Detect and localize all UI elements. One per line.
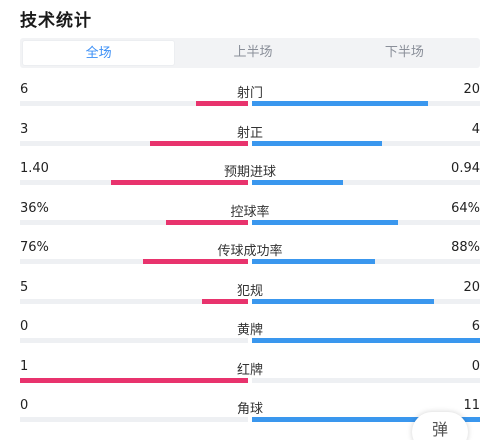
home-bar xyxy=(111,180,248,185)
away-value: 11 xyxy=(463,398,480,413)
stat-label: 预期进球 xyxy=(223,165,276,180)
away-bar xyxy=(252,219,398,225)
stats-list: 6 射门 20 3 射正 4 1.40 预期进球 0.94 36% 控球率 64… xyxy=(0,78,500,434)
stat-row-pass-accuracy: 76% 传球成功率 88% xyxy=(0,236,500,276)
home-value: 6 xyxy=(20,82,29,97)
stat-row-expected-goals: 1.40 预期进球 0.94 xyxy=(0,157,500,197)
away-value: 0 xyxy=(471,358,480,374)
home-value: 5 xyxy=(20,279,29,295)
away-bar-track xyxy=(252,140,480,146)
tab-first-half[interactable]: 上半场 xyxy=(233,45,273,60)
away-bar xyxy=(252,338,480,343)
away-bar-track xyxy=(252,338,480,343)
home-value: 1.40 xyxy=(20,161,49,176)
home-value: 0 xyxy=(20,398,29,413)
home-bar-track xyxy=(20,219,248,225)
home-bar xyxy=(202,298,248,304)
home-value: 0 xyxy=(20,319,29,334)
away-bar xyxy=(252,259,376,264)
tab-full-match[interactable]: 全场 xyxy=(22,40,176,66)
away-bar-track xyxy=(252,101,480,106)
away-bar-track xyxy=(252,417,480,422)
stat-row-fouls: 5 犯规 20 xyxy=(0,276,500,316)
home-bar-track xyxy=(20,338,248,343)
stat-label: 射门 xyxy=(236,86,263,101)
home-bar xyxy=(195,101,248,106)
page-title: 技术统计 xyxy=(20,11,92,31)
home-bar xyxy=(143,259,248,264)
period-tabs: 全场 上半场 下半场 xyxy=(20,38,480,68)
stat-row-red-cards: 1 红牌 0 xyxy=(0,355,500,395)
away-bar-track xyxy=(252,298,480,304)
bullet-comment-button[interactable]: 弹 xyxy=(412,412,468,440)
away-value: 0.94 xyxy=(451,161,480,176)
stat-label: 犯规 xyxy=(236,283,263,299)
home-bar xyxy=(165,219,248,225)
away-bar-track xyxy=(252,377,480,383)
home-value: 1 xyxy=(20,358,29,374)
away-bar xyxy=(252,417,480,422)
home-value: 3 xyxy=(20,121,29,137)
stat-row-possession: 36% 控球率 64% xyxy=(0,197,500,237)
stat-label: 角球 xyxy=(236,402,263,417)
away-value: 20 xyxy=(463,279,480,295)
away-value: 88% xyxy=(451,240,480,255)
home-bar xyxy=(149,140,248,146)
stat-label: 红牌 xyxy=(236,362,263,378)
stat-row-shots: 6 射门 20 xyxy=(0,78,500,118)
away-bar xyxy=(252,101,428,106)
home-bar xyxy=(20,377,248,383)
home-bar-track xyxy=(20,417,248,422)
tab-second-half[interactable]: 下半场 xyxy=(384,45,424,60)
away-bar-track xyxy=(252,259,480,264)
away-value: 64% xyxy=(451,200,480,216)
away-bar-track xyxy=(252,219,480,225)
stat-label: 控球率 xyxy=(230,204,270,220)
stat-label: 射正 xyxy=(236,125,263,141)
home-bar-track xyxy=(20,259,248,264)
home-bar-track xyxy=(20,377,248,383)
stat-row-yellow-cards: 0 黄牌 6 xyxy=(0,315,500,355)
away-value: 20 xyxy=(463,82,480,97)
home-bar-track xyxy=(20,101,248,106)
away-bar xyxy=(252,140,382,146)
away-bar xyxy=(252,298,435,304)
away-bar xyxy=(252,180,344,185)
stat-row-shots-on-target: 3 射正 4 xyxy=(0,118,500,158)
stat-row-corners: 0 角球 11 xyxy=(0,394,500,434)
home-value: 36% xyxy=(20,200,49,216)
home-bar-track xyxy=(20,140,248,146)
away-bar-track xyxy=(252,180,480,185)
home-value: 76% xyxy=(20,240,49,255)
away-value: 6 xyxy=(471,319,480,334)
away-value: 4 xyxy=(471,121,480,137)
home-bar-track xyxy=(20,180,248,185)
home-bar-track xyxy=(20,298,248,304)
stat-label: 传球成功率 xyxy=(217,244,283,259)
stat-label: 黄牌 xyxy=(236,323,263,338)
